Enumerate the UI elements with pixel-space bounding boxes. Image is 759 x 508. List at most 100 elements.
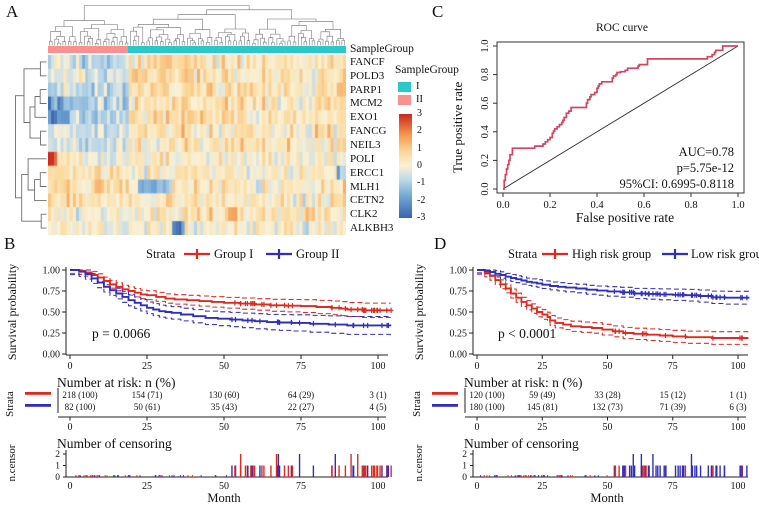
dendrogram-lines [49, 5, 345, 46]
colorbar-tick-label: -2 [417, 194, 426, 206]
censoring-title: Number of censoring [57, 436, 172, 451]
censor-x-tick-label: 100 [371, 481, 386, 492]
x-tick-label: 25 [537, 361, 547, 372]
km-plot-groups: Strata Group I Group II Survival probabilit… [4, 247, 394, 505]
risk-count: 120 (100) [469, 390, 504, 400]
risk-count: 22 (27) [288, 402, 314, 412]
legend-group-label: Group I [214, 247, 253, 261]
x-tick-label: 25 [142, 361, 152, 372]
censor-y-axis-label: n.censor [6, 444, 18, 481]
panel-label-b: B [4, 234, 16, 253]
panel-label-a: A [6, 2, 19, 21]
strata-legend-title: Strata [146, 247, 176, 261]
risk-count: 145 (81) [527, 402, 558, 412]
x-axis-title: Month [590, 491, 624, 505]
risk-x-tick-label: 25 [142, 422, 152, 433]
risk-x-tick-label: 0 [475, 422, 480, 433]
km-plot-risk: Strata High risk group Low risk group Survi… [411, 247, 759, 505]
p-value-label: p = 0.0066 [92, 326, 150, 341]
risk-count: 71 (39) [660, 402, 686, 412]
y-tick-label: 0.8 [480, 68, 491, 81]
gene-label: MCM2 [350, 97, 383, 110]
roc-auc-annotation: AUC=0.78 [678, 145, 734, 159]
risk-count: 64 (29) [288, 390, 314, 400]
y-tick-label: 1.00 [450, 266, 468, 277]
risk-x-tick-label: 50 [219, 422, 229, 433]
p-value-label: p < 0.0001 [498, 326, 556, 341]
risk-x-tick-label: 50 [603, 422, 613, 433]
risk-count: 154 (71) [132, 390, 163, 400]
y-tick-label: 1.0 [480, 39, 491, 52]
panel-label-d: D [434, 234, 447, 253]
censor-x-tick-label: 75 [668, 481, 678, 492]
x-tick-label: 75 [296, 361, 306, 372]
censor-x-tick-label: 75 [296, 481, 306, 492]
y-tick-label: 1.00 [43, 266, 61, 277]
survival-curve [70, 269, 391, 312]
gene-label: POLI [350, 152, 375, 165]
colorbar-tick-label: 0 [417, 160, 422, 171]
legend-group-label: Group II [296, 247, 339, 261]
strata-axis-label: Strata [4, 391, 16, 417]
roc-plot-box [496, 41, 745, 194]
gene-label: MLH1 [350, 180, 380, 193]
censor-y-tick-label: 2 [55, 450, 60, 460]
gene-label: FANCF [350, 55, 385, 68]
risk-table-title: Number at risk: n (%) [57, 375, 175, 390]
x-tick-label: 100 [731, 361, 746, 372]
strata-legend-title: Strata [508, 247, 538, 261]
censor-x-tick-label: 0 [68, 481, 73, 492]
colorbar-tick-label: -3 [417, 212, 426, 223]
row-dendrogram [15, 61, 47, 229]
risk-count: 3 (1) [369, 390, 386, 400]
sample-group-annotation-bar [48, 46, 346, 53]
dendrogram-lines [15, 61, 47, 229]
diagonal-reference-line [502, 45, 739, 190]
y-tick-label: 0.50 [43, 308, 61, 319]
censor-x-tick-label: 50 [603, 481, 613, 492]
risk-row-key [432, 392, 458, 395]
risk-count: 50 (61) [134, 402, 160, 412]
x-tick-label: 50 [603, 361, 613, 372]
colorbar-tick-label: 2 [417, 125, 422, 137]
confidence-band [70, 272, 391, 319]
legend-item-label: I [416, 81, 420, 92]
risk-x-tick-label: 0 [68, 422, 73, 433]
roc-curve [503, 45, 738, 190]
gene-label: POLD3 [350, 69, 385, 82]
heatmap-canvas [48, 55, 346, 235]
censor-y-tick-label: 0 [462, 473, 467, 483]
gene-labels: FANCF POLD3 PARP1 MCM2 EXO1 FANCG NEIL3 POLI ERC… [350, 55, 398, 235]
y-tick-label: 0.00 [450, 350, 468, 361]
censor-x-tick-label: 100 [731, 481, 746, 492]
x-tick-label: 0 [68, 361, 73, 372]
x-tick-label: 50 [219, 361, 229, 372]
y-tick-label: 0.6 [480, 97, 491, 110]
risk-row-key [432, 404, 458, 407]
gene-label: CLK2 [350, 208, 378, 221]
legend-item: I [398, 80, 423, 93]
roc-title: ROC curve [595, 22, 649, 34]
x-tick-label: 75 [668, 361, 678, 372]
survival-curve [70, 269, 392, 327]
legend-item-label: II [416, 94, 423, 105]
censor-y-tick-label: 1 [462, 462, 467, 472]
legend-group-label: High risk group [572, 247, 651, 261]
colorbar [399, 114, 412, 218]
censor-x-tick-label: 50 [219, 481, 229, 492]
legend-item: II [398, 93, 423, 106]
x-tick-label: 0.0 [496, 200, 509, 211]
gene-label: EXO1 [350, 111, 379, 124]
confidence-band [477, 269, 749, 292]
risk-count: 82 (100) [65, 402, 96, 412]
y-tick-label: 0.25 [43, 329, 61, 340]
censor-x-tick-label: 25 [537, 481, 547, 492]
risk-count: 180 (100) [469, 402, 504, 412]
y-axis-label: Survival probability [5, 264, 19, 360]
censor-y-tick-label: 2 [462, 450, 467, 460]
risk-table-title: Number at risk: n (%) [464, 375, 582, 390]
x-tick-label: 100 [371, 361, 386, 372]
risk-count: 6 (3) [729, 402, 746, 412]
risk-x-tick-label: 75 [668, 422, 678, 433]
